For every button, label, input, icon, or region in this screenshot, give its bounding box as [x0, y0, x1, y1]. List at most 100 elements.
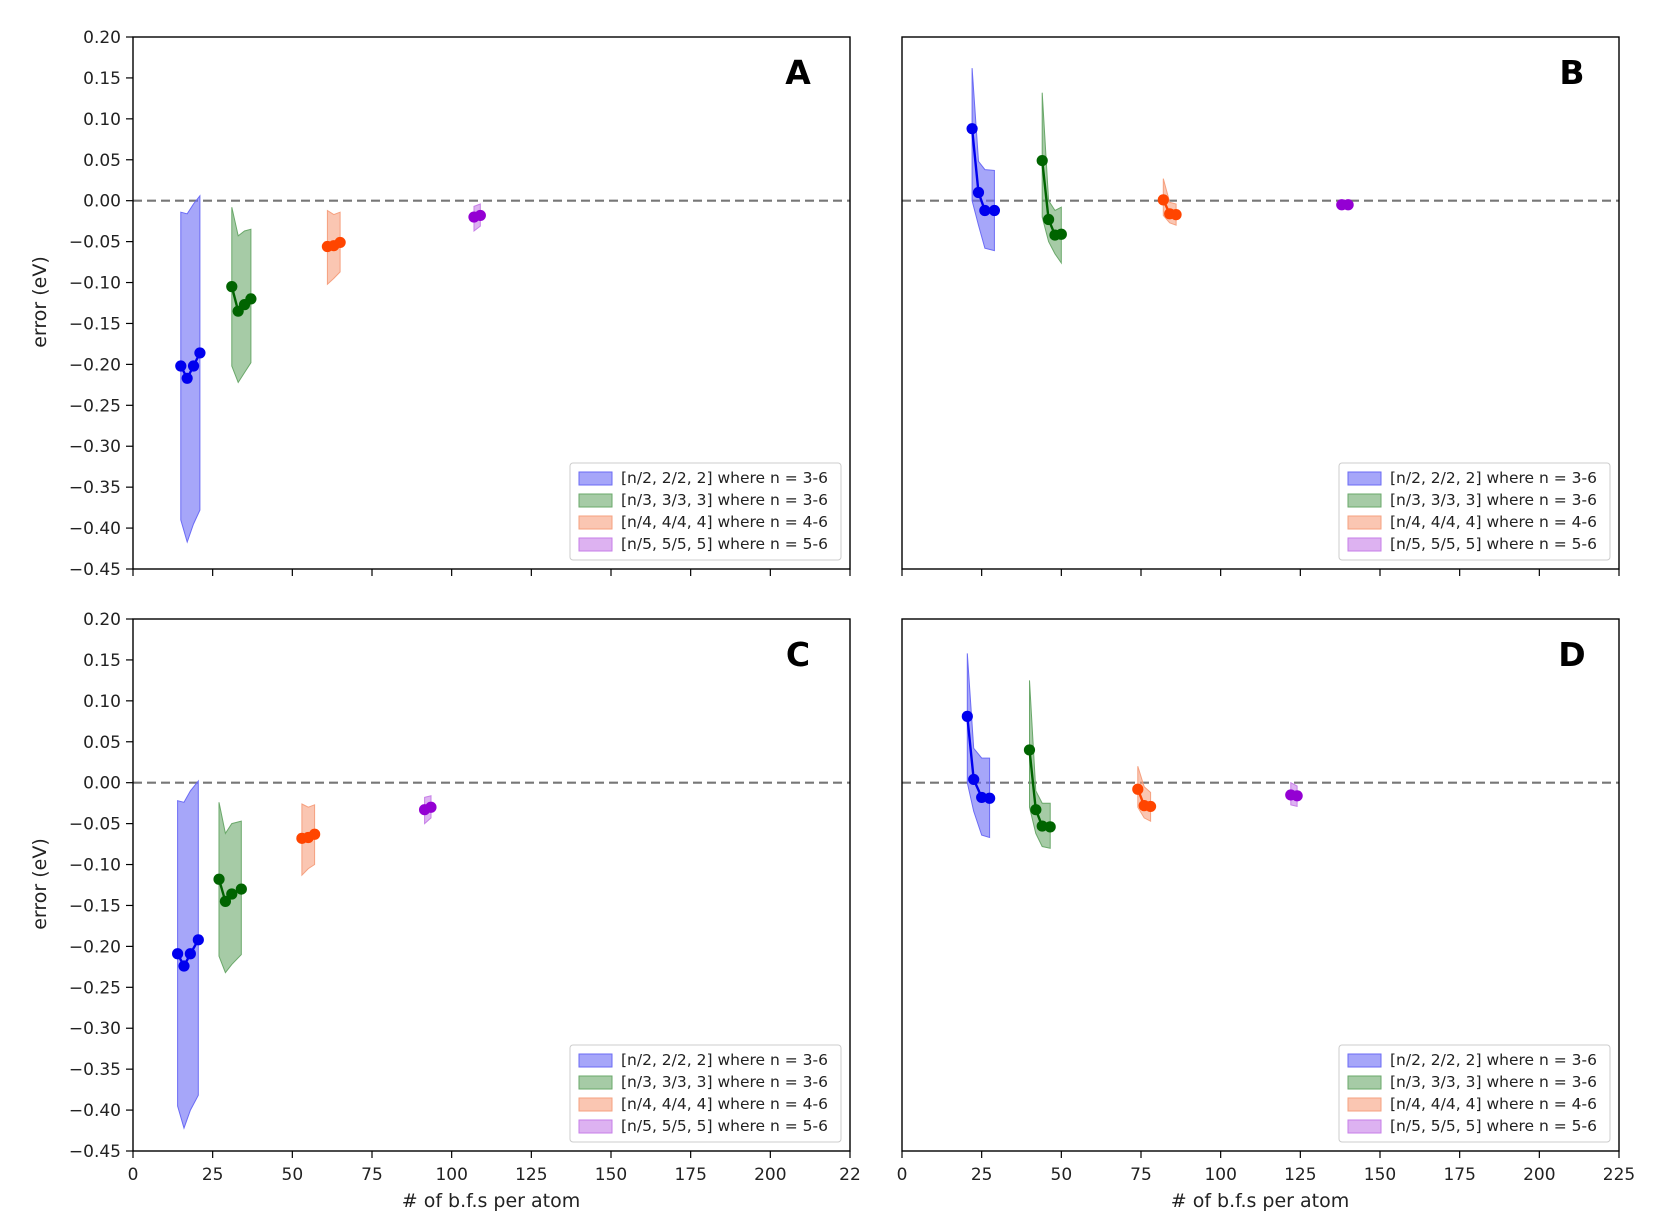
y-tick-label: −0.30	[69, 1019, 121, 1039]
legend-entry: [n/4, 4/4, 4] where n = 4-6	[621, 513, 828, 531]
x-tick-label: 225	[1603, 1165, 1635, 1185]
legend-swatch	[1347, 515, 1382, 530]
data-point	[984, 792, 996, 804]
y-tick-label: −0.05	[69, 815, 121, 835]
x-tick-label: 22	[839, 1165, 861, 1185]
data-point	[175, 360, 187, 372]
data-point	[187, 360, 200, 372]
x-tick-label: 100	[1204, 1165, 1236, 1185]
y-axis-label: error (eV)	[29, 256, 51, 348]
legend-swatch	[1347, 1053, 1382, 1068]
legend-swatch	[578, 471, 613, 486]
data-point	[474, 209, 486, 222]
data-point	[178, 960, 190, 972]
y-tick-label: −0.10	[69, 274, 121, 294]
x-tick-label: 100	[435, 1165, 467, 1185]
x-tick-label: 50	[1051, 1165, 1073, 1185]
x-tick-label: 50	[282, 1165, 304, 1185]
y-tick-label: −0.40	[69, 519, 121, 539]
legend-swatch	[578, 515, 613, 530]
y-tick-label: −0.15	[69, 896, 121, 916]
legend-swatch	[578, 1053, 613, 1068]
x-tick-label: 200	[754, 1165, 786, 1185]
y-tick-label: −0.15	[69, 314, 121, 334]
legend-box	[1338, 462, 1611, 561]
legend-swatch	[578, 537, 613, 552]
x-tick-label: 150	[595, 1165, 627, 1185]
legend-entry: [n/3, 3/3, 3] where n = 3-6	[621, 1073, 828, 1091]
y-tick-label: −0.35	[69, 1060, 121, 1080]
y-tick-label: −0.20	[69, 355, 121, 375]
panel-c: error (eV) 0.20 0.15 0.10 0.05 0.00 −0.05 −0.1…	[29, 610, 861, 1212]
x-axis-label: # of b.f.s per atom	[402, 1190, 581, 1212]
data-point	[334, 236, 346, 249]
y-tick-label: −0.05	[69, 233, 121, 253]
data-point	[1342, 199, 1354, 211]
data-point	[1042, 213, 1055, 226]
error-band	[218, 802, 242, 974]
y-tick-label: −0.40	[69, 1101, 121, 1121]
x-tick-label: 125	[1284, 1165, 1316, 1185]
data-point	[172, 948, 184, 960]
data-point	[245, 293, 257, 305]
data-point	[1030, 804, 1042, 816]
legend-entry: [n/5, 5/5, 5] where n = 5-6	[621, 1117, 828, 1135]
x-tick-label: 75	[1130, 1165, 1152, 1185]
data-point	[968, 773, 980, 786]
data-point	[1132, 783, 1144, 795]
data-point	[226, 281, 238, 293]
legend-entry: [n/4, 4/4, 4] where n = 4-6	[1390, 513, 1597, 531]
x-tick-label: 125	[515, 1165, 547, 1185]
data-point	[235, 883, 247, 895]
y-tick-label: 0.00	[83, 192, 121, 212]
data-point	[1157, 194, 1169, 206]
legend-swatch	[1347, 537, 1382, 552]
legend-box	[1338, 1044, 1611, 1143]
panel-letter-a: A	[785, 53, 811, 92]
data-point	[213, 873, 225, 885]
legend-entry: [n/3, 3/3, 3] where n = 3-6	[1390, 1073, 1597, 1091]
panel-a: error (eV) 0.20 0.15 0.10 0.05 0.00 −0.05 −0.1…	[29, 28, 851, 580]
x-tick-label: 200	[1523, 1165, 1555, 1185]
panel-b: B [n/2, 2/2, 2] where n = 3-6 [n/3, 3/3, …	[901, 36, 1620, 576]
data-point	[966, 123, 978, 135]
legend-entry: [n/5, 5/5, 5] where n = 5-6	[1390, 1117, 1597, 1135]
legend-swatch	[578, 1119, 613, 1134]
legend-entry: [n/4, 4/4, 4] where n = 4-6	[1390, 1095, 1597, 1113]
y-tick-label: 0.15	[83, 69, 121, 89]
y-tick-label: −0.25	[69, 978, 121, 998]
data-point	[425, 801, 437, 813]
x-tick-label: 25	[971, 1165, 993, 1185]
legend-swatch	[1347, 1119, 1382, 1134]
data-point	[1055, 228, 1067, 240]
legend: [n/2, 2/2, 2] where n = 3-6 [n/3, 3/3, 3]…	[1338, 1044, 1611, 1143]
data-point	[972, 186, 985, 199]
y-tick-label: 0.20	[83, 610, 121, 630]
error-band	[966, 653, 991, 839]
x-tick-label: 175	[674, 1165, 706, 1185]
data-point	[1170, 209, 1182, 221]
legend-swatch	[578, 1075, 613, 1090]
data-point	[961, 710, 973, 722]
x-tick-label: 75	[361, 1165, 383, 1185]
panel-d: 0 25 50 75 100 125 150 175 200 225 D [n/2, 2/2, 2…	[897, 618, 1635, 1212]
y-tick-label: 0.05	[83, 151, 121, 171]
x-tick-label: 175	[1443, 1165, 1475, 1185]
legend-swatch	[578, 493, 613, 508]
y-tick-label: −0.25	[69, 396, 121, 416]
data-point	[1144, 800, 1157, 813]
data-point	[181, 372, 193, 384]
error-band	[971, 68, 995, 252]
y-tick-label: 0.15	[83, 651, 121, 671]
legend-entry: [n/5, 5/5, 5] where n = 5-6	[621, 535, 828, 553]
data-point	[988, 204, 1001, 217]
series-line	[176, 939, 200, 969]
legend-box	[569, 462, 842, 561]
x-tick-label: 150	[1364, 1165, 1396, 1185]
legend-entry: [n/4, 4/4, 4] where n = 4-6	[621, 1095, 828, 1113]
x-tick-label: 0	[128, 1165, 139, 1185]
legend-entry: [n/3, 3/3, 3] where n = 3-6	[621, 491, 828, 509]
x-tick-label: 0	[897, 1165, 908, 1185]
legend-entry: [n/2, 2/2, 2] where n = 3-6	[1390, 1051, 1597, 1069]
x-axis-label: # of b.f.s per atom	[1171, 1190, 1350, 1212]
